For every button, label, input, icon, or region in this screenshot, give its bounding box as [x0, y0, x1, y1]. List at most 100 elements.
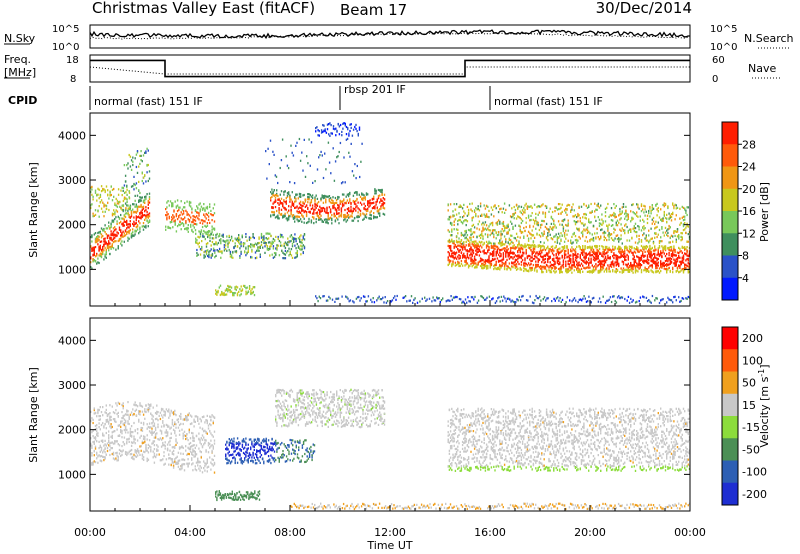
- power-cell: [585, 228, 587, 231]
- power-cell: [327, 195, 329, 198]
- power-cell: [663, 210, 665, 214]
- power-cell: [615, 224, 617, 227]
- power-cell: [166, 216, 168, 219]
- power-cell: [459, 255, 461, 258]
- power-cell: [500, 248, 502, 252]
- power-cell: [341, 134, 343, 137]
- power-cell: [645, 260, 647, 264]
- power-cell: [489, 234, 491, 237]
- power-cell: [469, 249, 471, 252]
- power-cell: [532, 264, 535, 267]
- power-cell: [203, 251, 205, 254]
- power-cell: [293, 238, 295, 241]
- power-cell: [234, 245, 236, 248]
- power-cell: [519, 267, 521, 270]
- power-panel-bg: [90, 113, 690, 306]
- power-cell: [265, 150, 267, 153]
- power-cell: [116, 199, 119, 202]
- power-cell: [305, 213, 308, 216]
- power-cell: [368, 200, 370, 203]
- power-cell: [223, 240, 226, 243]
- power-cell: [684, 265, 686, 268]
- power-cell: [586, 226, 589, 229]
- power-cell: [234, 287, 236, 291]
- power-cell: [462, 300, 464, 303]
- power-cell: [676, 260, 679, 263]
- power-cell: [555, 226, 557, 229]
- power-cell: [115, 209, 117, 212]
- power-cell: [347, 128, 349, 131]
- power-cell: [627, 262, 629, 265]
- power-cell: [515, 265, 518, 268]
- power-cell: [185, 209, 187, 212]
- power-cell: [686, 213, 688, 217]
- power-cell: [140, 211, 142, 214]
- power-cell: [472, 223, 475, 226]
- power-cell: [560, 212, 562, 215]
- power-cell: [299, 238, 301, 241]
- power-cell: [666, 267, 668, 270]
- power-cell: [640, 239, 643, 242]
- power-cell: [679, 247, 681, 250]
- power-cell: [526, 243, 529, 246]
- power-cell: [612, 261, 614, 264]
- power-cell: [598, 238, 601, 241]
- power-cell: [609, 233, 611, 236]
- power-cell: [91, 267, 93, 270]
- power-cell: [382, 206, 384, 209]
- power-cell: [500, 207, 502, 210]
- power-cell: [565, 264, 567, 268]
- power-cell: [655, 203, 657, 207]
- power-cell: [513, 244, 515, 247]
- power-cell: [209, 236, 211, 239]
- power-cell: [592, 255, 595, 258]
- power-cell: [138, 180, 140, 183]
- power-cell: [687, 225, 689, 228]
- power-cell: [365, 213, 368, 216]
- power-cell: [586, 270, 589, 273]
- power-cell: [471, 296, 474, 299]
- power-cell: [626, 264, 628, 267]
- power-cell: [594, 232, 596, 235]
- power-cell: [591, 264, 593, 267]
- power-cell: [673, 248, 675, 251]
- power-cell: [607, 250, 609, 253]
- power-cell: [303, 247, 306, 250]
- power-cell: [299, 206, 302, 209]
- power-cell: [227, 245, 229, 249]
- power-cell: [551, 252, 554, 255]
- power-cell: [218, 286, 220, 289]
- power-cell: [639, 265, 641, 268]
- power-cell: [566, 213, 568, 216]
- power-cell: [272, 206, 274, 210]
- power-cell: [625, 205, 627, 208]
- power-cell: [211, 254, 214, 257]
- power-cell: [139, 227, 141, 230]
- power-cell: [651, 237, 653, 240]
- power-cell: [561, 210, 563, 213]
- power-cell: [142, 201, 145, 204]
- power-cell: [632, 271, 634, 274]
- power-cell: [454, 252, 457, 255]
- power-cell: [321, 196, 323, 199]
- power-cell: [207, 233, 209, 236]
- power-cell: [494, 257, 496, 260]
- power-cell: [567, 222, 569, 225]
- power-cell: [264, 242, 266, 245]
- power-cell: [352, 210, 355, 213]
- power-cell: [475, 246, 477, 249]
- power-cell: [640, 256, 643, 259]
- power-cell: [139, 216, 141, 219]
- power-cell: [630, 261, 632, 265]
- power-cell: [229, 239, 232, 242]
- power-cell: [246, 239, 248, 242]
- power-cell: [567, 270, 569, 274]
- power-cell: [126, 193, 128, 196]
- power-cell: [493, 236, 495, 239]
- power-cell: [473, 240, 476, 243]
- power-cell: [610, 249, 613, 252]
- power-cell: [295, 215, 297, 218]
- power-cell: [138, 189, 140, 192]
- power-cell: [602, 248, 604, 251]
- power-cell: [210, 254, 212, 257]
